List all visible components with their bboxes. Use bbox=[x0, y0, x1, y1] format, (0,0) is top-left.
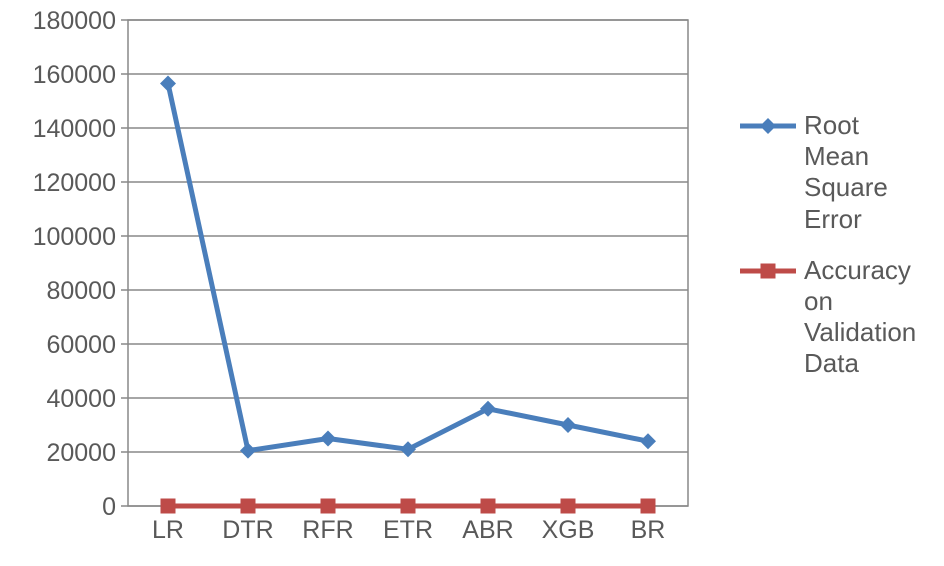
svg-text:20000: 20000 bbox=[46, 439, 116, 467]
svg-text:ETR: ETR bbox=[383, 516, 433, 544]
svg-text:60000: 60000 bbox=[46, 331, 116, 359]
legend-swatch-accuracy bbox=[740, 261, 796, 281]
legend: Root Mean Square Error Accuracy on Valid… bbox=[740, 110, 930, 400]
svg-text:140000: 140000 bbox=[33, 115, 116, 143]
svg-text:RFR: RFR bbox=[302, 516, 353, 544]
svg-text:0: 0 bbox=[102, 493, 116, 521]
svg-text:BR: BR bbox=[631, 516, 666, 544]
legend-label-accuracy: Accuracy on Validation Data bbox=[804, 255, 930, 380]
svg-text:ABR: ABR bbox=[462, 516, 513, 544]
legend-swatch-rmse bbox=[740, 116, 796, 136]
svg-text:40000: 40000 bbox=[46, 385, 116, 413]
svg-text:DTR: DTR bbox=[222, 516, 273, 544]
chart: 0 20000 40000 60000 80000 100000 120000 140000 1… bbox=[20, 10, 720, 556]
svg-text:100000: 100000 bbox=[33, 223, 116, 251]
legend-label-rmse: Root Mean Square Error bbox=[804, 110, 930, 235]
svg-text:LR: LR bbox=[152, 516, 184, 544]
legend-entry-accuracy: Accuracy on Validation Data bbox=[740, 255, 930, 380]
svg-text:180000: 180000 bbox=[33, 10, 116, 35]
legend-entry-rmse: Root Mean Square Error bbox=[740, 110, 930, 235]
svg-text:XGB: XGB bbox=[542, 516, 595, 544]
svg-text:160000: 160000 bbox=[33, 61, 116, 89]
svg-text:80000: 80000 bbox=[46, 277, 116, 305]
svg-text:120000: 120000 bbox=[33, 169, 116, 197]
